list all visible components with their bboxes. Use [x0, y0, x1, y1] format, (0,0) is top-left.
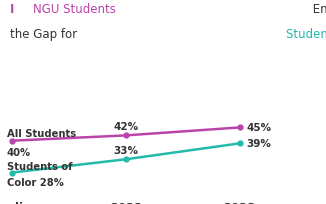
Text: 45%: 45%	[246, 123, 272, 133]
Text: I: I	[10, 3, 14, 16]
Text: the Gap for: the Gap for	[10, 28, 81, 40]
Text: All Students: All Students	[7, 128, 76, 138]
Text: NGU Students: NGU Students	[33, 3, 116, 16]
Text: Color 28%: Color 28%	[7, 177, 63, 187]
Text: 40%: 40%	[7, 148, 31, 157]
Text: 33%: 33%	[113, 146, 139, 155]
Text: Students of: Students of	[7, 161, 72, 171]
Text: Enrolled at a Higher Rate &: Enrolled at a Higher Rate &	[309, 3, 326, 16]
Text: 39%: 39%	[246, 139, 272, 149]
Text: Students of Color: Students of Color	[286, 28, 326, 40]
Text: 42%: 42%	[113, 122, 139, 132]
